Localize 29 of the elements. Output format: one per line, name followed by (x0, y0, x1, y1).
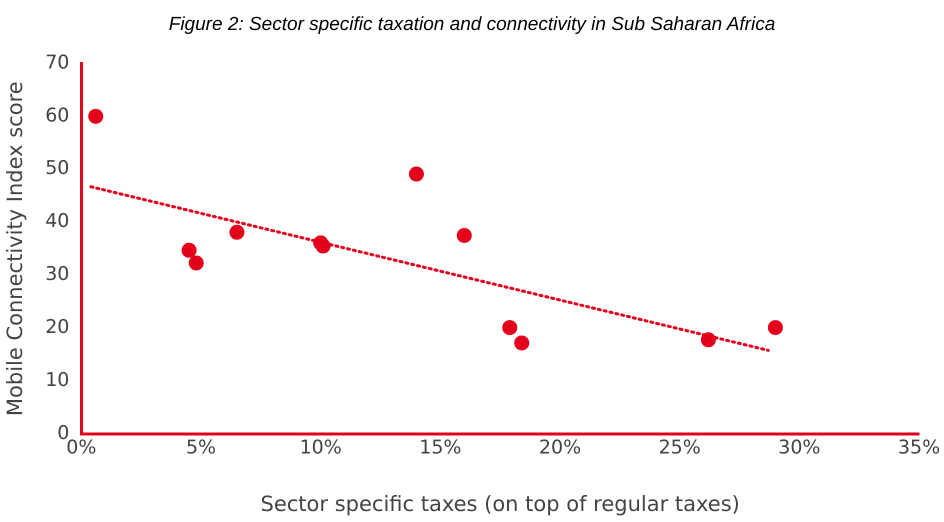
point (229, 224, 244, 240)
x-tick-label: 10% (300, 436, 342, 458)
point (188, 255, 204, 270)
point (502, 320, 518, 336)
x-tick-label: 5% (186, 436, 216, 458)
x-axis-title: Sector specific taxes (on top of regular taxes) (260, 492, 740, 516)
point (768, 320, 783, 336)
y-tick-label: 20 (45, 316, 70, 338)
x-tick-label: 25% (658, 436, 701, 458)
y-tick-label: 60 (45, 104, 70, 126)
point (88, 108, 104, 124)
point (514, 335, 530, 350)
point (456, 228, 472, 243)
point (700, 332, 716, 348)
y-axis-title: Mobile Connectivity Index score (3, 81, 28, 416)
x-tick-label: 0% (66, 436, 96, 458)
point (408, 166, 424, 182)
x-tick-label: 15% (419, 436, 462, 458)
x-tick-label: 30% (778, 436, 820, 458)
point (182, 242, 197, 258)
y-tick-label: 50 (45, 157, 70, 180)
chart-title: Figure 2: Sector specific taxation and connectivity in Sub Saharan Africa (168, 14, 776, 36)
y-tick-label: 40 (45, 210, 70, 232)
x-tick-label: 20% (538, 436, 582, 458)
x-tick-label: 35% (898, 436, 940, 458)
point (316, 238, 331, 254)
y-tick-label: 10 (45, 368, 70, 391)
y-tick-label: 70 (45, 51, 70, 74)
y-tick-label: 30 (45, 263, 70, 286)
